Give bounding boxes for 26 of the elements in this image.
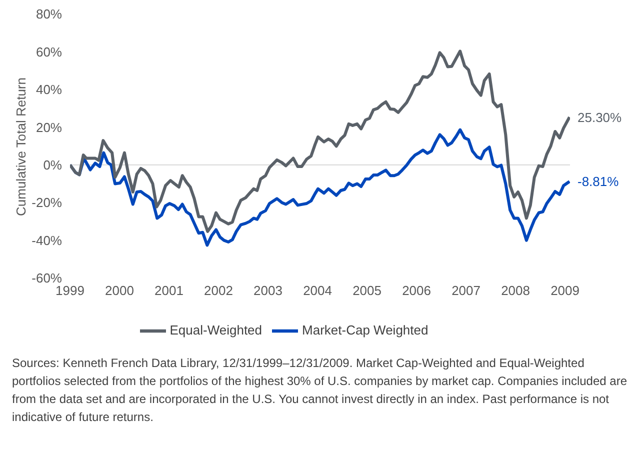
x-tick-label: 2001 bbox=[154, 283, 184, 298]
legend-label: Market-Cap Weighted bbox=[302, 322, 428, 338]
x-tick-label: 2004 bbox=[303, 283, 332, 298]
x-tick-label: 2003 bbox=[254, 283, 282, 298]
y-tick-label: 0% bbox=[43, 157, 62, 172]
x-tick-label: 2005 bbox=[352, 283, 382, 298]
y-tick-label: 20% bbox=[36, 120, 62, 135]
y-tick-label: -20% bbox=[32, 195, 62, 210]
y-tick-label: 60% bbox=[36, 44, 62, 60]
x-tick-label: 1999 bbox=[56, 283, 84, 298]
y-tick-label: -40% bbox=[32, 232, 62, 248]
x-tick-label: 2007 bbox=[452, 283, 480, 298]
source-note: Sources: Kenneth French Data Library, 12/31/1999–12/31/2009. Market Cap-Weighted and Equal-Weighted portfolios selected from the portfolios of the highest 30% of U.S. companies by market cap. Companies included are from the data set and are incorporated in the U.S. You cannot invest directly in an index. Past performance is not indicative of future returns. bbox=[12, 355, 628, 426]
x-tick-label: 2008 bbox=[501, 283, 530, 298]
line-series bbox=[70, 50, 570, 233]
annotation: -8.81% bbox=[578, 174, 620, 190]
x-tick-label: 2000 bbox=[105, 283, 134, 298]
x-tick-label: 2009 bbox=[550, 283, 580, 298]
x-tick-label: 2006 bbox=[402, 283, 431, 298]
x-tick-label: 2002 bbox=[204, 283, 233, 298]
y-tick-label: 80% bbox=[36, 6, 62, 22]
annotation: 25.30% bbox=[578, 110, 622, 125]
y-axis-title: Cumulative Total Return bbox=[14, 78, 29, 216]
y-tick-label: -60% bbox=[32, 270, 62, 286]
legend-label: Equal-Weighted bbox=[170, 322, 262, 338]
y-tick-label: 40% bbox=[36, 82, 62, 98]
